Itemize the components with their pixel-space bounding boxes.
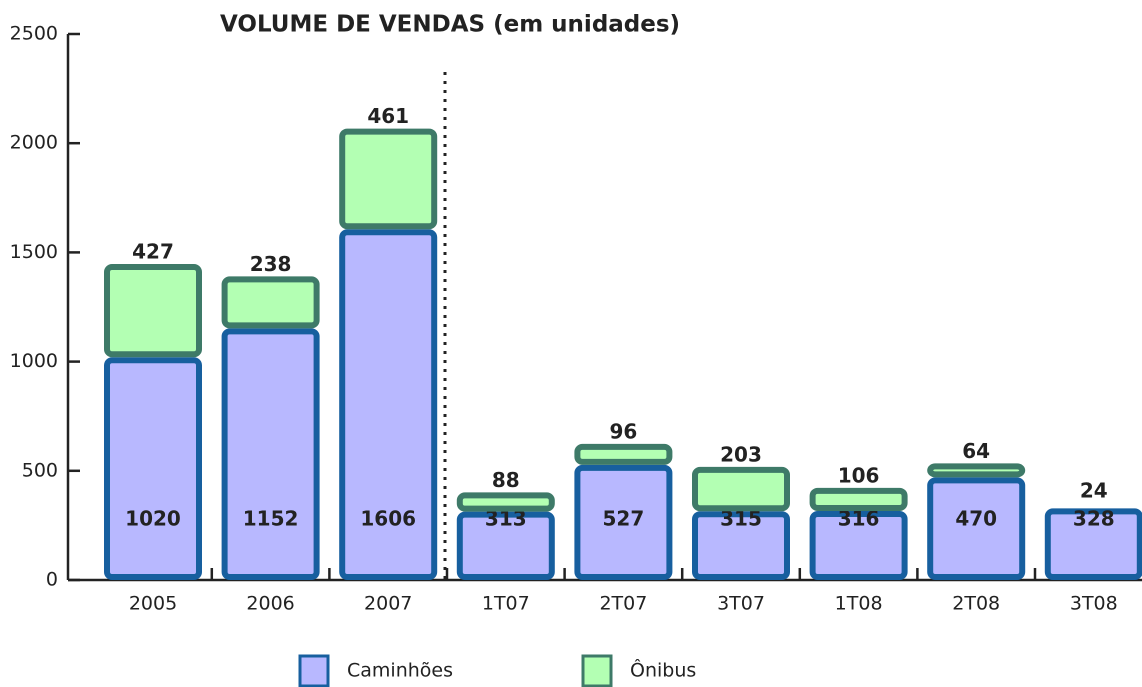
y-tick-label: 2000	[10, 132, 58, 154]
x-tick-label: 3T08	[1070, 593, 1118, 615]
value-label: 203	[720, 442, 762, 466]
x-tick-label: 1T08	[835, 593, 883, 615]
y-tick-label: 1500	[10, 241, 58, 263]
value-label: 1020	[125, 507, 181, 531]
bar-segment	[809, 487, 908, 511]
bar-segment	[339, 128, 438, 230]
value-label: 328	[1073, 507, 1115, 531]
bar-segment	[692, 466, 790, 512]
value-label: 527	[603, 507, 645, 531]
bar-segment	[339, 229, 438, 580]
bar-segment	[456, 492, 555, 512]
value-label: 106	[838, 463, 880, 487]
bar-segment	[104, 357, 202, 580]
bar-segment	[1044, 508, 1142, 580]
bar-segment	[927, 463, 1026, 478]
value-label: 238	[250, 252, 292, 276]
y-tick-label: 1000	[10, 350, 58, 372]
legend-label: Ônibus	[630, 658, 696, 682]
value-label: 64	[962, 439, 990, 463]
bar-segment	[456, 511, 555, 581]
value-label: 461	[367, 104, 409, 128]
x-tick-label: 2T07	[599, 593, 647, 615]
bar-segment	[574, 464, 673, 580]
chart-title: VOLUME DE VENDAS (em unidades)	[220, 12, 680, 38]
value-label: 427	[132, 239, 174, 263]
x-tick-label: 2006	[246, 593, 294, 615]
x-tick-label: 2005	[129, 593, 177, 615]
legend-label: Caminhões	[347, 660, 453, 682]
bar-segment	[692, 511, 790, 580]
y-tick-label: 500	[22, 459, 58, 481]
bar-segment	[104, 263, 202, 358]
value-label: 24	[1080, 479, 1108, 503]
x-tick-label: 3T07	[717, 593, 765, 615]
value-label: 470	[955, 507, 997, 531]
bar-segment	[574, 443, 673, 465]
bar-segment	[221, 328, 320, 580]
y-tick-label: 0	[46, 569, 58, 591]
bar-segment	[927, 477, 1026, 580]
value-label: 1606	[360, 507, 416, 531]
x-tick-label: 2T08	[952, 593, 1000, 615]
legend-swatch	[581, 654, 613, 687]
value-label: 96	[609, 419, 637, 443]
value-label: 88	[492, 468, 520, 492]
value-label: 1152	[243, 507, 299, 531]
y-tick-label: 2500	[10, 23, 58, 45]
bar-segment	[221, 276, 320, 329]
bar-segment	[809, 510, 908, 580]
x-tick-label: 1T07	[482, 593, 530, 615]
legend-swatch	[298, 654, 330, 687]
x-tick-label: 2007	[364, 593, 412, 615]
